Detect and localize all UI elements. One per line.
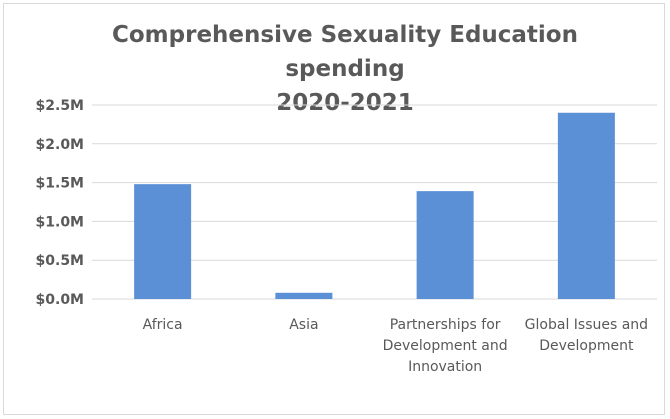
- x-category-label: Asia: [289, 317, 318, 333]
- x-category-label: Global Issues and: [525, 317, 648, 333]
- chart-title: Comprehensive Sexuality Education spendi…: [60, 18, 630, 120]
- x-category-label: Development: [539, 338, 634, 354]
- x-axis-category-labels: Africa Asia Partnerships for Development an…: [143, 317, 648, 375]
- x-category-label: Development and: [383, 338, 508, 354]
- chart-frame: [3, 3, 665, 415]
- bar: [134, 184, 192, 299]
- bar: [557, 112, 615, 299]
- y-tick-label: $0.0M: [36, 292, 84, 308]
- bar: [275, 292, 333, 299]
- x-category-label: Innovation: [408, 359, 482, 375]
- y-tick-label: $2.0M: [36, 137, 84, 153]
- bar: [416, 191, 474, 299]
- bars: [134, 112, 615, 299]
- x-category-label: Africa: [143, 317, 183, 333]
- y-axis-tick-labels: $0.0M $0.5M $1.0M $1.5M $2.0M $2.5M: [36, 98, 84, 308]
- chart-title-line-1: Comprehensive Sexuality Education spendi…: [112, 22, 578, 82]
- x-category-label: Partnerships for: [390, 317, 501, 333]
- chart-title-line-2: 2020-2021: [276, 90, 414, 116]
- y-tick-label: $1.0M: [36, 214, 84, 230]
- y-tick-label: $2.5M: [36, 98, 84, 114]
- y-tick-label: $1.5M: [36, 176, 84, 192]
- y-tick-label: $0.5M: [36, 253, 84, 269]
